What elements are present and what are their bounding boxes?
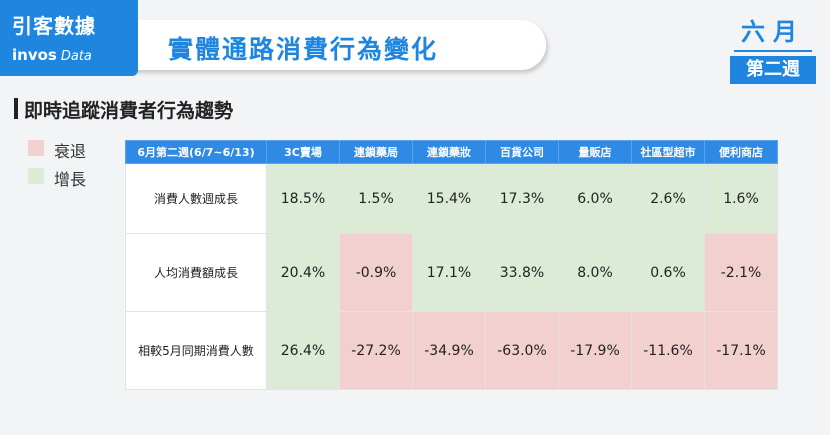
brand-en: invos Data <box>12 46 92 64</box>
value-cell: -17.1% <box>704 311 778 390</box>
header-cell: 3C賣場 <box>266 140 340 164</box>
value-cell: -34.9% <box>412 311 486 390</box>
value-cell: 0.6% <box>631 233 705 312</box>
value-cell: -27.2% <box>339 311 413 390</box>
legend-label: 衰退 <box>54 142 87 161</box>
title: 實體通路消費行為變化 <box>168 35 439 64</box>
value-cell: 33.8% <box>485 233 559 312</box>
value-cell: -63.0% <box>485 311 559 390</box>
month-line <box>734 50 812 52</box>
brand-en-sub: Data <box>60 49 92 64</box>
value-cell: 26.4% <box>266 311 340 390</box>
week: 第二週 <box>730 56 816 84</box>
subtitle-bar <box>14 98 18 119</box>
value-cell: 6.0% <box>558 163 632 234</box>
brand-en-main: invos <box>12 46 57 64</box>
value-cell: 15.4% <box>412 163 486 234</box>
legend-label: 增長 <box>54 170 87 189</box>
header-cell: 量販店 <box>558 140 632 164</box>
header-cell: 連鎖藥局 <box>339 140 413 164</box>
row-label: 消費人數週成長 <box>125 163 267 234</box>
table-row: 人均消費額成長 20.4% -0.9% 17.1% 33.8% 8.0% 0.6% -2.1% <box>125 233 778 312</box>
value-cell: -17.9% <box>558 311 632 390</box>
table-row: 相較5月同期消費人數 26.4% -27.2% -34.9% -63.0% -17.9% -… <box>125 311 778 390</box>
brand-name: 引客數據 <box>12 14 96 38</box>
value-cell: 18.5% <box>266 163 340 234</box>
title-pill: 實體通路消費行為變化 <box>118 20 546 70</box>
header-cell: 社區型超市 <box>631 140 705 164</box>
value-cell: -11.6% <box>631 311 705 390</box>
header-cell: 便利商店 <box>704 140 778 164</box>
value-cell: 8.0% <box>558 233 632 312</box>
value-cell: 1.5% <box>339 163 413 234</box>
subtitle: 即時追蹤消費者行為趨勢 <box>24 100 234 122</box>
value-cell: -0.9% <box>339 233 413 312</box>
row-label: 人均消費額成長 <box>125 233 267 312</box>
value-cell: 17.3% <box>485 163 559 234</box>
value-cell: 20.4% <box>266 233 340 312</box>
row-label: 相較5月同期消費人數 <box>125 311 267 390</box>
value-cell: -2.1% <box>704 233 778 312</box>
value-cell: 2.6% <box>631 163 705 234</box>
month: 六月 <box>741 18 805 46</box>
legend-swatch <box>28 140 44 156</box>
table-row: 消費人數週成長 18.5% 1.5% 15.4% 17.3% 6.0% 2.6% 1.6% <box>125 163 778 234</box>
header-cell: 百貨公司 <box>485 140 559 164</box>
data-table: 6月第二週(6/7~6/13) 3C賣場 連鎖藥局 連鎖藥妝 百貨公司 量販店 社區型超市便… <box>125 140 778 390</box>
value-cell: 17.1% <box>412 233 486 312</box>
header-cell: 6月第二週(6/7~6/13) <box>125 140 267 164</box>
brand-box: 引客數據 invos Data <box>0 0 138 76</box>
header-cell: 連鎖藥妝 <box>412 140 486 164</box>
legend-swatch <box>28 168 44 184</box>
header-row: 6月第二週(6/7~6/13) 3C賣場 連鎖藥局 連鎖藥妝 百貨公司 量販店 社區型超市便… <box>125 140 778 164</box>
value-cell: 1.6% <box>704 163 778 234</box>
